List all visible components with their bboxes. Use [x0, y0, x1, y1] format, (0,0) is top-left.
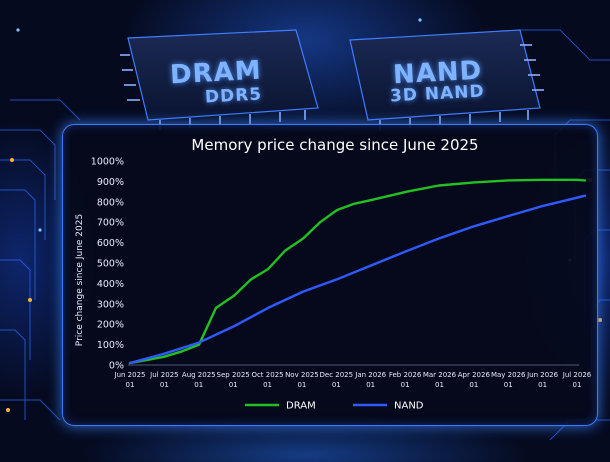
x-tick-label: Jun 2025 [114, 371, 146, 379]
x-tick-label: Oct 2025 [251, 371, 283, 379]
x-axis-ticks: Jun 2025 01 Jul 2025 01 Aug 2025 01 Sep 2025 01… [114, 371, 592, 389]
x-tick-sublabel: 01 [573, 381, 582, 389]
y-tick-label: 600% [97, 238, 124, 249]
x-tick-sublabel: 01 [126, 381, 135, 389]
x-tick-label: May 2026 [491, 371, 526, 379]
x-tick-sublabel: 01 [332, 381, 341, 389]
line-chart: Memory price change since June 2025 0% 10… [75, 136, 592, 412]
x-tick-label: Jul 2025 [149, 371, 179, 379]
y-tick-label: 200% [97, 320, 124, 331]
y-tick-label: 700% [97, 218, 124, 229]
legend: DRAM NAND [245, 401, 424, 412]
x-tick-label: Dec 2025 [320, 371, 354, 379]
x-tick-label: Jul 2026 [562, 371, 592, 379]
circuit-traces-left [0, 99, 81, 421]
x-tick-label: Apr 2026 [458, 371, 491, 379]
y-tick-label: 300% [97, 299, 124, 310]
legend-label-dram: DRAM [286, 401, 316, 412]
x-tick-label: Jun 2026 [526, 371, 559, 379]
y-axis-label: Price change since June 2025 [75, 214, 85, 346]
x-tick-label: Aug 2025 [182, 371, 216, 379]
x-tick-label: Mar 2026 [423, 371, 457, 379]
y-tick-label: 900% [97, 177, 124, 188]
y-tick-label: 500% [97, 259, 124, 270]
x-tick-sublabel: 01 [366, 381, 375, 389]
dram-chip-sublabel: DDR5 [204, 84, 263, 108]
legend-label-nand: NAND [394, 401, 424, 412]
series-line-dram [128, 178, 587, 365]
series-lines [128, 178, 587, 365]
x-tick-sublabel: 01 [160, 381, 169, 389]
x-tick-label: Nov 2025 [285, 371, 319, 379]
x-tick-label: Sep 2025 [217, 371, 250, 379]
x-tick-sublabel: 01 [504, 381, 513, 389]
x-tick-sublabel: 01 [401, 381, 410, 389]
x-tick-label: Feb 2026 [389, 371, 422, 379]
x-tick-sublabel: 01 [435, 381, 444, 389]
x-tick-sublabel: 01 [297, 381, 306, 389]
x-tick-sublabel: 01 [229, 381, 238, 389]
y-tick-label: 100% [97, 340, 124, 351]
y-tick-label: 400% [97, 279, 124, 290]
x-tick-sublabel: 01 [538, 381, 547, 389]
y-axis-ticks: 0% 100% 200% 300% 400% 500% 600% 700% 800% 900% 10… [91, 157, 124, 372]
x-tick-sublabel: 01 [194, 381, 203, 389]
series-line-nand [128, 194, 587, 365]
y-tick-label: 1000% [91, 157, 124, 168]
dram-chip [120, 29, 319, 130]
x-tick-sublabel: 01 [469, 381, 478, 389]
chart-title: Memory price change since June 2025 [191, 136, 478, 154]
y-tick-label: 800% [97, 197, 124, 208]
x-tick-sublabel: 01 [263, 381, 272, 389]
x-tick-label: Jan 2026 [354, 371, 386, 379]
y-tick-label: 0% [109, 361, 124, 372]
chart-panel: Memory price change since June 2025 0% 10… [62, 124, 598, 426]
